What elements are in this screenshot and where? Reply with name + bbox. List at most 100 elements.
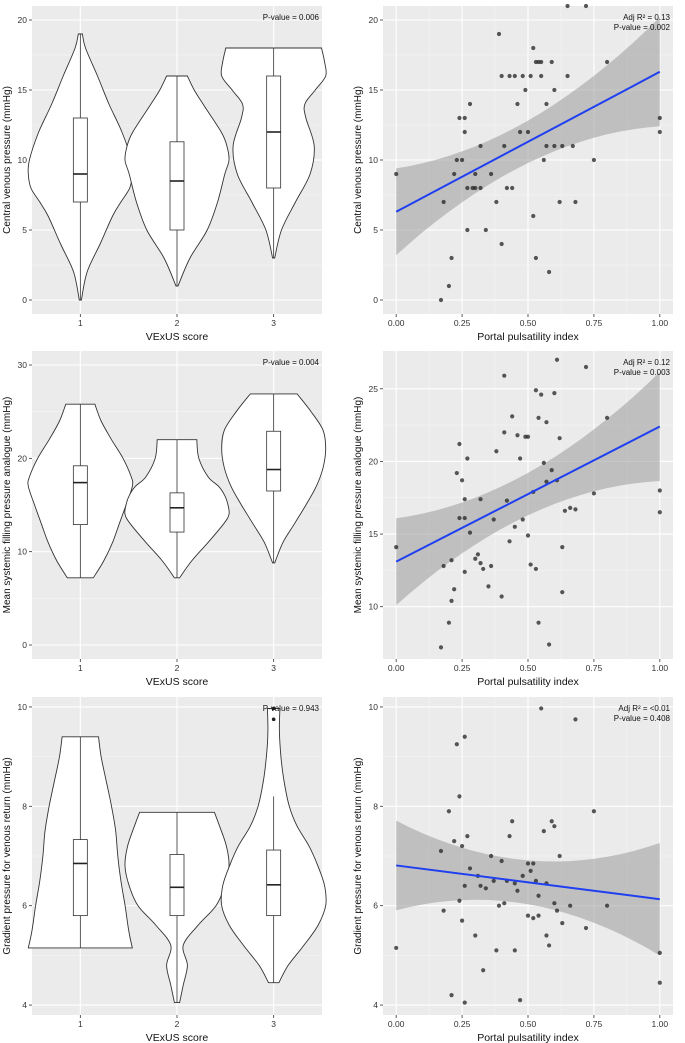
x-tick-label: 1.00	[652, 1019, 669, 1029]
scatter-point	[512, 881, 517, 886]
x-tick-label: 0.75	[586, 1019, 603, 1029]
x-tick-label: 0.25	[454, 663, 471, 673]
scatter-point	[591, 491, 597, 496]
scatter-point	[462, 515, 467, 521]
scatter-point	[394, 171, 399, 177]
scatter-point	[657, 488, 662, 493]
scatter-point	[394, 545, 399, 550]
scatter-point	[549, 59, 554, 65]
scatter-point	[517, 129, 523, 135]
scatter-point	[544, 933, 549, 938]
scatter-point	[459, 843, 465, 849]
scatter-point	[502, 143, 507, 149]
scatter-point	[454, 742, 459, 747]
x-tick-label: 0.50	[520, 1019, 537, 1029]
scatter-point	[657, 950, 662, 955]
scatter-point	[573, 199, 578, 205]
x-tick-label: 1.00	[652, 318, 669, 328]
scatter-point	[565, 3, 570, 9]
scatter-point	[523, 87, 528, 93]
scatter-point	[531, 916, 536, 921]
scatter-point	[504, 185, 510, 191]
y-axis-title: Mean systemic filling pressure analogue …	[353, 397, 364, 614]
scatter-point	[449, 993, 454, 998]
scatter-point	[531, 213, 536, 219]
scatter-point	[544, 101, 549, 107]
scatter-point	[473, 185, 478, 191]
scatter-point	[552, 87, 557, 93]
scatter-point	[446, 809, 452, 814]
scatter-point	[557, 436, 562, 441]
scatter-point	[502, 901, 507, 906]
x-tick-label: 0.25	[454, 1019, 471, 1029]
x-tick-label: 1.00	[652, 663, 669, 673]
scatter-point	[394, 945, 399, 951]
y-tick-label: 20	[369, 15, 379, 25]
scatter-point	[499, 594, 504, 599]
scatter-point	[465, 834, 470, 839]
scatter-point	[457, 115, 462, 121]
scatter-point	[531, 45, 536, 51]
scatter-point	[533, 388, 539, 393]
scatter-point	[560, 143, 565, 149]
scatter-point	[462, 115, 467, 121]
x-tick-label: 3	[271, 1019, 276, 1029]
x-tick-label: 2	[175, 318, 180, 328]
y-tick-label: 5	[373, 225, 378, 235]
scatter-point	[499, 73, 504, 79]
scatter-point	[494, 948, 499, 953]
scatter-point	[536, 893, 541, 898]
scatter-point	[560, 920, 565, 926]
scatter-point	[449, 558, 454, 563]
scatter-point	[454, 157, 459, 163]
x-axis-title: Portal pulsatility index	[477, 1032, 579, 1043]
scatter-point	[446, 620, 452, 625]
scatter-point	[544, 420, 549, 425]
scatter-point	[462, 1000, 467, 1005]
y-tick-label: 10	[369, 702, 379, 712]
chart-1: 0 5 10 15 20 1 2 3 P-value = 0.006 VExUS score Cen…	[2, 6, 327, 343]
y-tick-label: 6	[22, 901, 27, 911]
box-2	[169, 854, 185, 917]
x-tick-label: 2	[175, 663, 180, 673]
scatter-point	[510, 414, 515, 419]
scatter-point	[507, 539, 512, 544]
y-tick-label: 10	[369, 602, 379, 612]
scatter-point	[467, 101, 473, 107]
x-tick-label: 0.50	[520, 663, 537, 673]
y-axis-title: Mean systemic filling pressure analogue …	[2, 397, 13, 614]
scatter-point	[478, 185, 483, 191]
scatter-point	[583, 925, 589, 931]
y-axis-title: Gradient pressure for venous return (mmH…	[2, 757, 13, 954]
scatter-point	[591, 809, 597, 814]
scatter-point	[657, 115, 662, 121]
scatter-point	[604, 903, 610, 908]
annotation-pvalue: P-value = 0.003	[614, 368, 671, 377]
scatter-point	[496, 903, 502, 908]
y-axis-title: Gradient pressure for venous return (mmH…	[353, 757, 364, 954]
scatter-point	[481, 566, 486, 572]
scatter-point	[457, 441, 462, 447]
scatter-point	[441, 199, 446, 205]
scatter-point	[515, 433, 520, 438]
scatter-point	[568, 505, 573, 511]
scatter-point	[525, 129, 531, 135]
scatter-point	[557, 199, 562, 205]
scatter-point	[528, 562, 533, 567]
scatter-point	[539, 706, 544, 711]
y-tick-label: 10	[18, 547, 28, 557]
chart-2: 0 5 10 15 20 0.00 0.25 0.50 0.75 1.00 Adj R² = 0.1…	[353, 3, 673, 343]
scatter-point	[502, 373, 507, 378]
scatter-point	[591, 157, 597, 163]
scatter-point	[541, 460, 546, 465]
scatter-point	[552, 901, 557, 906]
scatter-point	[525, 861, 531, 866]
annotation-r2: Adj R² = 0.12	[623, 358, 670, 367]
x-tick-label: 0.00	[388, 318, 405, 328]
scatter-point	[473, 556, 478, 561]
box-2	[169, 141, 185, 231]
y-tick-label: 30	[18, 360, 28, 370]
box-1	[72, 465, 88, 525]
annotation-pvalue: P-value = 0.943	[263, 704, 320, 713]
